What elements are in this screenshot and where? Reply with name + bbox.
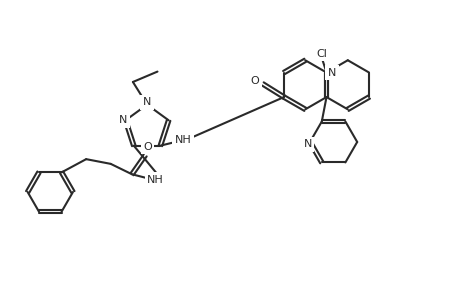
Text: N: N	[119, 115, 127, 125]
Text: Cl: Cl	[316, 49, 327, 59]
Text: NH: NH	[147, 175, 164, 185]
Text: N: N	[143, 97, 151, 107]
Text: N: N	[303, 139, 312, 149]
Text: O: O	[251, 77, 260, 86]
Text: O: O	[143, 142, 152, 152]
Text: N: N	[328, 68, 336, 77]
Text: NH: NH	[175, 135, 191, 145]
